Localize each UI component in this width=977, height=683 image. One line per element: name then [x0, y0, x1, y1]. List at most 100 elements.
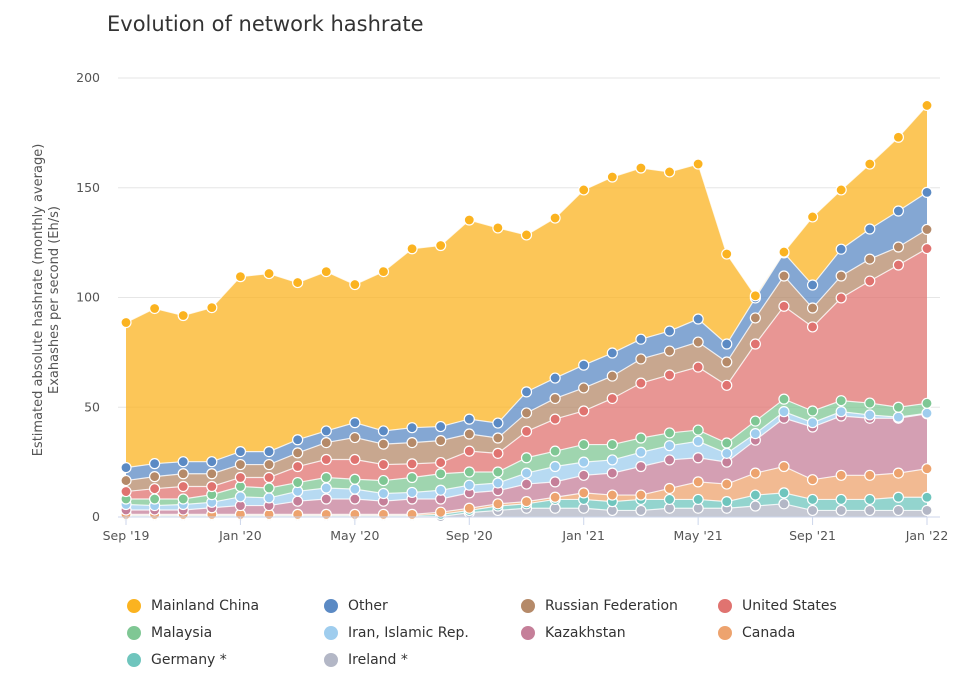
- data-point: [263, 492, 275, 504]
- data-point: [320, 493, 332, 505]
- data-point: [835, 395, 847, 407]
- legend-label: Kazakhstan: [545, 625, 626, 641]
- data-point: [692, 424, 704, 436]
- data-point: [606, 467, 618, 479]
- data-point: [806, 211, 819, 223]
- y-axis-title-line: Exahashes per second (Eh/s): [47, 206, 62, 394]
- data-point: [635, 504, 647, 517]
- legend-marker-icon: [127, 599, 141, 613]
- data-point: [292, 276, 304, 289]
- data-point: [692, 452, 704, 464]
- legend-item[interactable]: Germany *: [127, 652, 227, 668]
- data-point: [463, 466, 475, 478]
- data-point: [578, 487, 590, 499]
- data-point: [663, 427, 676, 439]
- data-point: [806, 321, 819, 333]
- data-point: [635, 353, 647, 365]
- data-point: [606, 370, 618, 382]
- data-point: [177, 493, 189, 505]
- legend-item[interactable]: Russian Federation: [521, 598, 678, 614]
- legend-marker-icon: [718, 599, 732, 613]
- data-point: [349, 278, 361, 291]
- x-tick-label: Sep '21: [789, 528, 836, 543]
- data-point: [663, 493, 676, 506]
- data-point: [663, 440, 676, 452]
- data-point: [721, 496, 733, 508]
- area-mainland-china: [126, 105, 927, 468]
- data-point: [549, 491, 561, 503]
- data-point: [149, 471, 161, 483]
- data-point: [463, 214, 475, 226]
- data-point: [921, 407, 933, 419]
- data-point: [377, 474, 390, 487]
- legend-item[interactable]: Malaysia: [127, 625, 212, 641]
- data-point: [635, 446, 647, 458]
- data-point: [377, 425, 390, 437]
- data-point: [177, 480, 189, 493]
- data-point: [520, 496, 533, 508]
- data-point: [806, 417, 819, 429]
- data-point: [406, 471, 418, 484]
- data-point: [263, 445, 275, 458]
- data-point: [406, 508, 418, 520]
- data-point: [520, 407, 533, 419]
- y-axis-title: Estimated absolute hashrate (monthly ave…: [31, 144, 62, 457]
- data-point: [606, 171, 618, 183]
- legend-item[interactable]: Other: [324, 598, 388, 614]
- legend-item[interactable]: Iran, Islamic Rep.: [324, 625, 469, 641]
- data-point: [120, 485, 132, 498]
- data-point: [377, 265, 390, 278]
- data-point: [406, 422, 418, 434]
- data-point: [921, 186, 933, 198]
- data-point: [921, 491, 933, 503]
- data-point: [549, 212, 561, 224]
- data-point: [320, 265, 332, 278]
- legend-label: Germany *: [151, 652, 227, 668]
- data-point: [435, 506, 447, 518]
- data-point: [892, 467, 904, 479]
- data-point: [549, 445, 561, 457]
- legend-marker-icon: [521, 599, 535, 613]
- data-point: [320, 508, 332, 520]
- legend-marker-icon: [324, 599, 338, 613]
- data-point: [721, 478, 733, 490]
- data-point: [377, 458, 390, 471]
- legend-item[interactable]: Canada: [718, 625, 795, 641]
- data-point: [177, 468, 189, 480]
- y-tick-label: 200: [76, 70, 100, 85]
- x-tick-label: Sep '19: [103, 528, 150, 543]
- data-point: [864, 397, 876, 409]
- data-point: [663, 166, 676, 178]
- data-point: [635, 377, 647, 389]
- data-point: [234, 491, 247, 503]
- legend-item[interactable]: Kazakhstan: [521, 625, 626, 641]
- data-point: [921, 99, 933, 112]
- data-point: [120, 474, 132, 487]
- data-point: [778, 498, 790, 510]
- data-point: [435, 420, 447, 433]
- legend-item[interactable]: Mainland China: [127, 598, 259, 614]
- data-point: [892, 205, 904, 217]
- data-point: [406, 243, 418, 255]
- data-point: [749, 415, 761, 427]
- legend-item[interactable]: United States: [718, 598, 837, 614]
- data-point: [692, 313, 704, 325]
- data-point: [549, 460, 561, 473]
- data-point: [206, 480, 218, 493]
- data-point: [406, 458, 418, 470]
- y-tick-label: 100: [76, 290, 100, 305]
- x-tick-label: May '21: [674, 528, 723, 543]
- data-point: [835, 504, 847, 517]
- data-point: [292, 476, 304, 489]
- legend-item[interactable]: Ireland *: [324, 652, 408, 668]
- data-point: [921, 242, 933, 255]
- legend-marker-icon: [127, 653, 141, 667]
- data-point: [463, 428, 475, 440]
- x-tick-label: Sep '20: [446, 528, 493, 543]
- legend-marker-icon: [127, 626, 141, 640]
- legend-label: Iran, Islamic Rep.: [348, 625, 469, 641]
- data-point: [578, 438, 590, 451]
- legend-marker-icon: [718, 626, 732, 640]
- x-tick-label: May '20: [330, 528, 379, 543]
- data-point: [349, 417, 361, 429]
